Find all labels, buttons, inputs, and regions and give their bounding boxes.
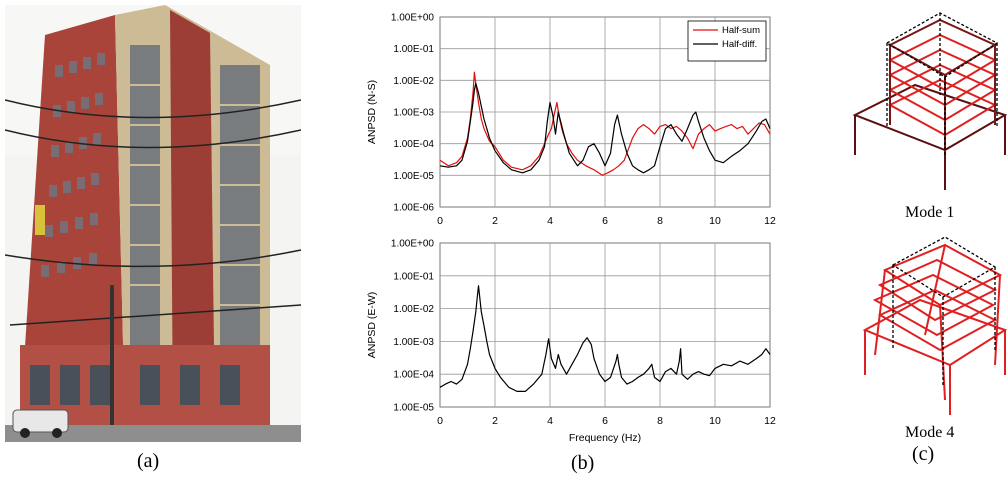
x-tick-label: 8 <box>657 415 663 427</box>
building-photo <box>5 5 301 442</box>
y-tick-label: 1.00E-03 <box>393 337 434 348</box>
x-tick-label: 2 <box>492 215 498 227</box>
x-tick-label: 12 <box>764 215 776 227</box>
x-tick-label: 4 <box>547 215 553 227</box>
x-tick-label: 8 <box>657 215 663 227</box>
series-line-0 <box>439 285 771 392</box>
panel-label-a: (a) <box>137 450 160 472</box>
chart-ew: 1.00E-05 1.00E-04 1.00E-03 1.00E-02 1.00E-01… <box>366 239 776 445</box>
mode-1-label: Mode 1 <box>905 204 955 221</box>
x-tick-label: 6 <box>602 415 608 427</box>
legend-box <box>687 20 767 62</box>
chart-ns: 1.00E-06 1.00E-05 1.00E-04 1.00E-03 1.00E-02… <box>366 13 776 228</box>
y-tick-label: 1.00E-03 <box>393 108 434 119</box>
y-tick-label: 1.00E-02 <box>393 76 434 87</box>
mode-4-label: Mode 4 <box>905 424 955 441</box>
x-tick-label: 6 <box>602 215 608 227</box>
x-axis-label: Frequency (Hz) <box>569 432 641 444</box>
series-line-1 <box>439 82 771 174</box>
y-tick-label: 1.00E-01 <box>393 271 434 282</box>
x-tick-label: 0 <box>437 415 443 427</box>
x-tick-label: 4 <box>547 415 553 427</box>
legend-entry: Half-diff. <box>722 39 757 50</box>
y-tick-label: 1.00E-02 <box>393 304 434 315</box>
anpsd-charts: 1.00E-06 1.00E-05 1.00E-04 1.00E-03 1.00E-02… <box>366 13 776 445</box>
y-tick-label: 1.00E-05 <box>393 171 434 182</box>
y-tick-label: 1.00E-04 <box>393 139 434 150</box>
y-tick-label: 1.00E-01 <box>393 44 434 55</box>
series-line-0 <box>439 71 771 176</box>
x-tick-label: 12 <box>764 415 776 427</box>
x-tick-label: 10 <box>709 415 721 427</box>
x-tick-label: 2 <box>492 415 498 427</box>
y-tick-label: 1.00E+00 <box>391 239 435 250</box>
legend-entry: Half-sum <box>722 25 760 36</box>
y-axis-label: ANPSD (E-W) <box>366 292 378 359</box>
mode-1-shape <box>852 12 1007 190</box>
y-tick-label: 1.00E-05 <box>393 403 434 414</box>
y-tick-label: 1.00E-06 <box>393 203 434 214</box>
mode-4-shape <box>862 236 1007 415</box>
x-tick-label: 0 <box>437 215 443 227</box>
panel-label-c: (c) <box>912 443 935 465</box>
y-tick-label: 1.00E-04 <box>393 370 434 381</box>
x-tick-label: 10 <box>709 215 721 227</box>
panel-label-b: (b) <box>571 452 595 474</box>
y-axis-label: ANPSD (N-S) <box>366 80 378 144</box>
y-tick-label: 1.00E+00 <box>391 13 435 24</box>
